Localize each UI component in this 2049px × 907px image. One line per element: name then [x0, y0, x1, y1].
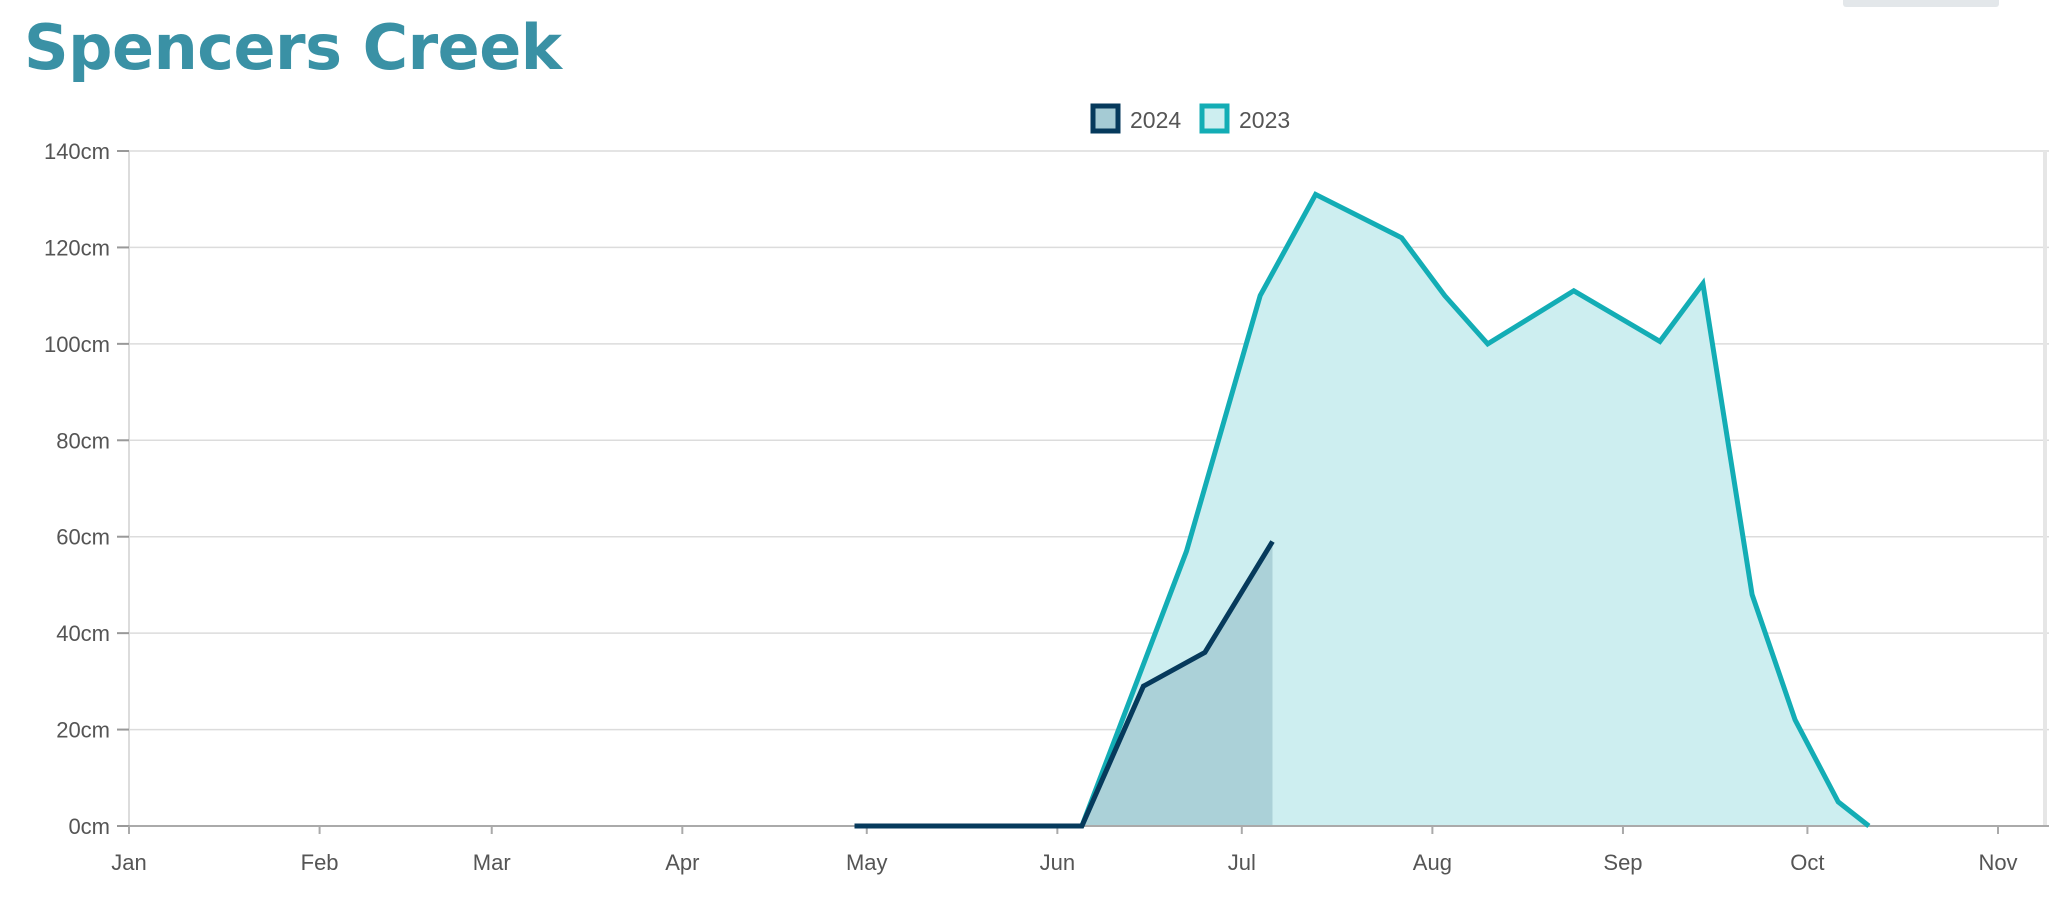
series-lines [854, 191, 1871, 829]
y-axis-labels: 0cm 20cm 40cm 60cm 80cm 100cm 120cm 140cm [44, 139, 110, 839]
x-tick-label: Aug [1413, 850, 1452, 875]
x-tick-label: Sep [1603, 850, 1642, 875]
x-tick-label: Nov [1978, 850, 2017, 875]
x-tick-label: May [846, 850, 888, 875]
y-tick-label: 60cm [56, 525, 110, 550]
y-tick-label: 0cm [68, 814, 110, 839]
legend-item-2023[interactable]: 2023 [1199, 103, 1290, 134]
legend-item-2024[interactable]: 2024 [1090, 103, 1181, 134]
area-2023 [1081, 194, 1869, 826]
x-tick-label: Jul [1228, 850, 1256, 875]
series-areas [854, 194, 1869, 826]
y-tick-label: 120cm [44, 235, 110, 260]
y-tick-label: 40cm [56, 621, 110, 646]
legend-label: 2023 [1239, 107, 1290, 133]
y-tick-label: 140cm [44, 139, 110, 164]
y-tick-label: 100cm [44, 332, 110, 357]
y-tick-label: 80cm [56, 428, 110, 453]
line-2024[interactable] [854, 540, 1275, 829]
x-axis-labels: Jan Feb Mar Apr May Jun Jul Aug Sep Oct Nov [111, 850, 2017, 875]
line-2023[interactable] [1079, 191, 1871, 828]
x-tick-label: Jun [1040, 850, 1075, 875]
y-tick-label: 20cm [56, 718, 110, 743]
x-tick-label: Oct [1790, 850, 1824, 875]
legend-label: 2024 [1130, 107, 1181, 133]
x-tick-label: Jan [111, 850, 146, 875]
axes [117, 150, 2049, 834]
x-tick-label: Feb [301, 850, 339, 875]
x-tick-label: Apr [665, 850, 699, 875]
legend-swatch [1090, 103, 1121, 134]
corner-tab[interactable] [1843, 0, 1999, 7]
area-2024 [854, 541, 1273, 826]
x-tick-label: Mar [473, 850, 511, 875]
legend[interactable]: 2024 2023 [1090, 103, 1290, 134]
legend-swatch [1199, 103, 1230, 134]
page-title: Spencers Creek [24, 11, 562, 84]
